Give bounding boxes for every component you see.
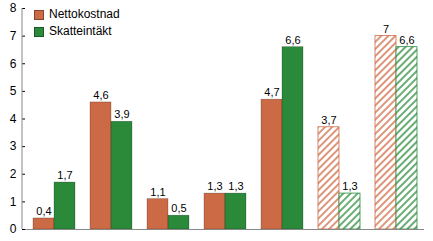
svg-text:0: 0: [10, 222, 17, 236]
svg-text:6,6: 6,6: [285, 34, 300, 46]
svg-text:4,7: 4,7: [264, 86, 279, 98]
svg-text:3,7: 3,7: [321, 114, 336, 126]
html-text:Skatteintäkt: Skatteintäkt: [49, 24, 112, 38]
svg-text:8: 8: [10, 1, 17, 15]
svg-text:7: 7: [10, 29, 17, 43]
svg-text:0,5: 0,5: [171, 202, 186, 214]
svg-text:1,3: 1,3: [207, 180, 222, 192]
svg-text:3,9: 3,9: [114, 108, 129, 120]
svg-text:1: 1: [10, 195, 17, 209]
svg-text:0,4: 0,4: [36, 205, 51, 217]
svg-text:1,3: 1,3: [342, 180, 357, 192]
svg-text:6: 6: [10, 57, 17, 71]
svg-text:6,6: 6,6: [399, 34, 414, 46]
svg-text:1,3: 1,3: [228, 180, 243, 192]
svg-text:4: 4: [10, 112, 17, 126]
svg-text:4,6: 4,6: [93, 89, 108, 101]
svg-text:5: 5: [10, 84, 17, 98]
html-text:Nettokostnad: Nettokostnad: [49, 7, 120, 21]
svg-text:2: 2: [10, 167, 17, 181]
svg-text:3: 3: [10, 139, 17, 153]
svg-text:7: 7: [383, 23, 389, 35]
svg-text:1,1: 1,1: [150, 186, 165, 198]
svg-text:1,7: 1,7: [57, 169, 72, 181]
